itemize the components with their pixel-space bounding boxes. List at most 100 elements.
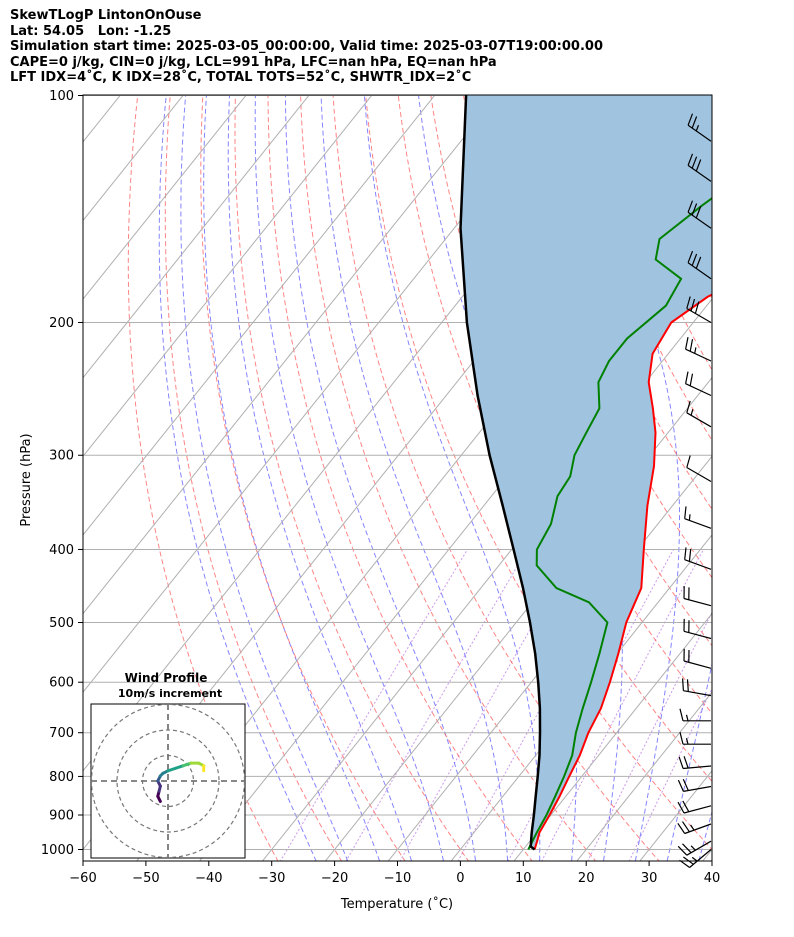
wind-barb — [682, 678, 712, 697]
isotherm-line — [513, 612, 712, 861]
wind-barb — [686, 455, 712, 483]
moist-adiabat-line — [285, 95, 477, 861]
x-tick-label: 20 — [578, 871, 595, 886]
dry-adiabat-line — [332, 95, 660, 861]
isotherm-line — [83, 95, 185, 222]
moist-adiabat-line — [320, 95, 509, 861]
wind-barb-shaft — [685, 371, 712, 397]
wind-barb-shaft — [679, 732, 711, 745]
x-tick-label: 10 — [515, 871, 532, 886]
wind-barb-shaft — [687, 200, 712, 229]
wind-barb — [683, 586, 712, 607]
x-tick-label: −30 — [258, 871, 285, 886]
isotherm-line — [83, 95, 310, 379]
wind-barb — [683, 648, 712, 669]
wind-barb-shaft — [678, 756, 712, 770]
wind-barb — [679, 708, 711, 722]
isotherm-line — [83, 95, 499, 615]
x-tick-label: 0 — [456, 871, 464, 886]
wind-barb — [677, 778, 712, 792]
mixing-ratio-line — [628, 687, 712, 861]
moist-adiabat-line — [363, 95, 541, 861]
wind-barb-shaft — [685, 336, 712, 362]
mixing-ratio-line — [279, 549, 468, 861]
wind-barb-shaft — [684, 506, 712, 529]
dry-adiabat-line — [750, 79, 794, 869]
indices-line-2: LFT IDX=4˚C, K IDX=28˚C, TOTAL TOTS=52˚C… — [10, 70, 472, 86]
isotherm-line — [0, 79, 71, 869]
y-tick-label: 400 — [49, 543, 74, 558]
temperature-line — [533, 293, 712, 850]
moist-adiabat-line — [578, 95, 680, 861]
dry-adiabat-line — [234, 95, 470, 861]
wind-barb-shaft — [687, 153, 712, 182]
y-tick-label: 200 — [49, 316, 74, 331]
parcel-line — [459, 95, 542, 851]
y-tick-label: 700 — [49, 726, 74, 741]
wind-barb-shaft — [683, 618, 712, 640]
wind-barb — [683, 618, 712, 640]
x-tick-label: −20 — [321, 871, 348, 886]
wind-barb — [685, 371, 712, 397]
wind-barb-shaft — [687, 250, 712, 280]
wind-barb-shaft — [683, 586, 712, 607]
wind-barb — [684, 506, 712, 529]
isotherm-line — [576, 691, 712, 861]
y-tick-label: 100 — [49, 89, 74, 104]
wind-barb — [687, 200, 712, 229]
hodograph-inset: Wind Profile 10m/s increment — [90, 671, 246, 859]
wind-barb-shaft — [687, 113, 712, 142]
wind-barb-shaft — [686, 455, 712, 483]
wind-barb — [687, 250, 712, 280]
plot-area — [0, 79, 794, 869]
dry-adiabat-line — [718, 79, 794, 869]
x-tick-label: −50 — [132, 871, 159, 886]
chart-title: SkewTLogP LintonOnOuse — [10, 8, 202, 23]
dry-adiabat-line — [782, 79, 794, 869]
wind-barbs — [677, 113, 712, 868]
x-tick-label: −40 — [195, 871, 222, 886]
y-tick-label: 300 — [49, 449, 74, 464]
moist-adiabat-line — [666, 95, 712, 861]
hodograph-title: Wind Profile — [125, 671, 208, 685]
wind-barb-shaft — [677, 800, 712, 814]
wind-barb — [679, 732, 711, 745]
dry-adiabat-line — [200, 95, 406, 861]
chart-header: SkewTLogP LintonOnOuse Lat: 54.05 Lon: -… — [10, 8, 603, 86]
wind-barb-shaft — [686, 296, 712, 324]
y-tick-label: 800 — [49, 770, 74, 785]
isotherm-line — [83, 95, 247, 300]
wind-barb — [677, 821, 712, 835]
wind-barb — [687, 153, 712, 182]
hodograph-subtitle: 10m/s increment — [118, 687, 222, 700]
x-tick-label: −10 — [384, 871, 411, 886]
indices-line-1: CAPE=0 j/kg, CIN=0 j/kg, LCL=991 hPa, LF… — [10, 54, 497, 70]
mixing-ratio-line — [587, 611, 712, 861]
y-axis-ticks: 1000 900 800 700 600 500 400 300 200 100 — [41, 89, 83, 858]
y-tick-label: 1000 — [41, 843, 74, 858]
x-tick-label: −60 — [69, 871, 96, 886]
wind-barb — [677, 840, 712, 856]
wind-barb — [687, 113, 712, 142]
wind-barb — [677, 800, 712, 814]
wind-barb-shaft — [683, 648, 712, 669]
y-tick-label: 500 — [49, 616, 74, 631]
dewpoint-line — [527, 196, 712, 850]
wind-barb — [678, 756, 712, 770]
moist-adiabat-line — [487, 95, 623, 861]
wind-barb-shaft — [679, 849, 712, 868]
x-axis-ticks: −60 −50 −40 −30 −20 −10 0 10 20 30 40 — [69, 861, 720, 886]
wind-barb-shaft — [684, 547, 712, 570]
mixing-ratio-line — [345, 549, 528, 861]
isotherm-line — [83, 95, 373, 458]
x-tick-label: 30 — [641, 871, 658, 886]
mixing-ratio-line — [399, 549, 577, 861]
mixing-ratio-line — [541, 549, 704, 861]
moist-adiabat-line — [254, 95, 445, 861]
x-tick-label: 40 — [704, 871, 721, 886]
wind-barb-shaft — [677, 778, 712, 792]
location-line: Lat: 54.05 Lon: -1.25 — [10, 23, 172, 39]
y-tick-label: 900 — [49, 808, 74, 823]
isotherm-line — [83, 95, 436, 536]
